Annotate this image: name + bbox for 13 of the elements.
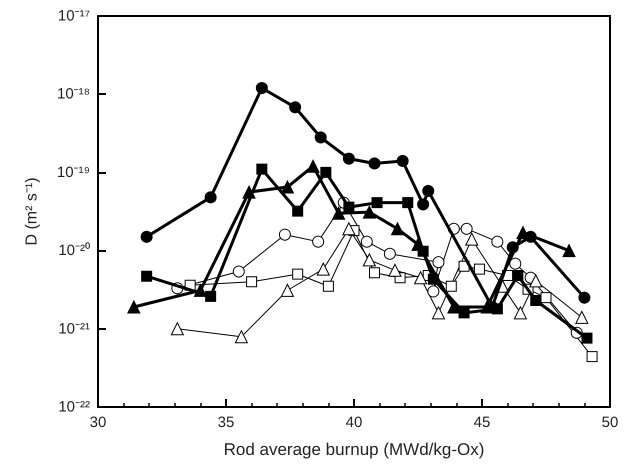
y-tick-label: 10⁻²²: [58, 398, 90, 416]
x-tick-label: 45: [474, 414, 490, 431]
x-axis-title: Rod average burnup (MWd/kg-Ox): [224, 440, 484, 459]
x-tick-label: 40: [346, 414, 362, 431]
y-tick-label: 10⁻²⁰: [58, 242, 90, 260]
y-axis-title: D (m² s⁻¹): [24, 177, 40, 246]
y-tick-label: 10⁻¹⁷: [58, 8, 90, 24]
x-tick-label: 50: [602, 414, 618, 431]
y-tick-label: 10⁻¹⁹: [56, 164, 90, 181]
x-tick-label: 35: [218, 414, 234, 431]
x-tick-label: 30: [90, 414, 106, 431]
y-tick-label: 10⁻¹⁸: [56, 86, 90, 103]
y-tick-label: 10⁻²¹: [58, 320, 90, 338]
